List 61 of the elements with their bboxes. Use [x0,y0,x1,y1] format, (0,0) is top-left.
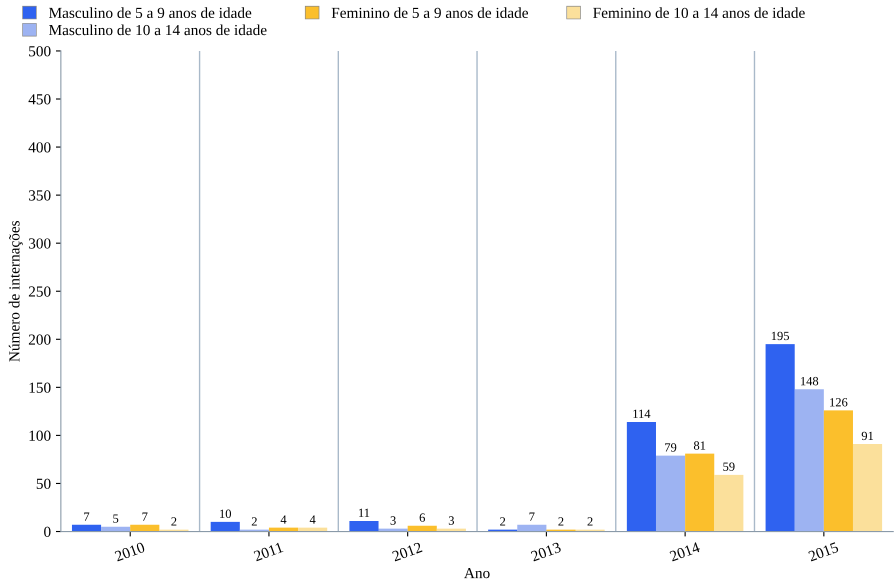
bar [101,526,130,532]
legend-label: Feminino de 10 a 14 anos de idade [593,7,805,18]
data-label: 7 [142,512,148,521]
y-axis-title: Número de internações [8,220,23,362]
y-tick-label: 300 [28,238,51,249]
data-label: 2 [558,517,564,526]
data-label: 148 [801,376,818,386]
data-label: 4 [280,515,286,524]
x-axis-title: Ano [464,568,490,578]
bar [824,410,853,532]
bar [714,474,744,532]
bar [852,444,882,532]
data-label: 81 [694,441,706,450]
data-label: 7 [84,512,90,521]
data-label: 10 [220,510,232,518]
data-label: 4 [310,515,316,524]
data-label: 126 [830,398,848,406]
data-label: 5 [113,514,118,523]
data-label: 91 [862,432,874,440]
data-label: 59 [723,462,735,471]
y-tick-label: 50 [36,478,51,489]
x-tick-label: 2011 [253,542,284,562]
data-label: 2 [588,517,593,526]
legend-label: Masculino de 5 a 9 anos de idade [49,7,252,18]
y-tick-label: 400 [28,142,51,153]
data-label: 79 [665,443,676,452]
y-tick-label: 150 [30,382,51,393]
bar [766,344,795,532]
y-tick-label: 350 [28,190,51,201]
legend-label: Feminino de 5 a 9 anos de idade [332,7,528,18]
data-label: 2 [252,517,257,526]
data-label: 6 [420,513,425,522]
x-tick-label: 2012 [392,542,423,562]
y-tick-label: 0 [44,526,51,537]
bar [656,456,686,532]
bar [794,389,824,532]
bar [268,528,298,532]
x-tick-label: 2010 [114,542,146,562]
legend-label: Masculino de 10 a 14 anos de idade [49,24,267,36]
y-tick-label: 250 [28,286,51,297]
x-tick-label: 2013 [530,542,562,562]
data-label: 2 [171,517,176,526]
data-label: 3 [390,516,396,525]
y-tick-label: 500 [29,46,51,56]
data-label: 7 [530,512,535,521]
bar [298,528,328,532]
data-label: 3 [448,516,454,525]
y-tick-label: 200 [28,334,51,345]
bar [685,454,714,532]
y-tick-label: 450 [28,94,51,104]
data-label: 114 [633,410,650,418]
x-tick-label: 2014 [669,542,701,562]
data-label: 195 [772,332,790,340]
data-label: 11 [359,508,370,517]
data-label: 2 [500,517,506,526]
bar [349,520,379,532]
x-tick-label: 2015 [808,542,839,562]
bar [210,522,240,532]
bar [130,524,160,532]
y-tick-label: 100 [30,430,51,441]
bar [626,422,656,532]
